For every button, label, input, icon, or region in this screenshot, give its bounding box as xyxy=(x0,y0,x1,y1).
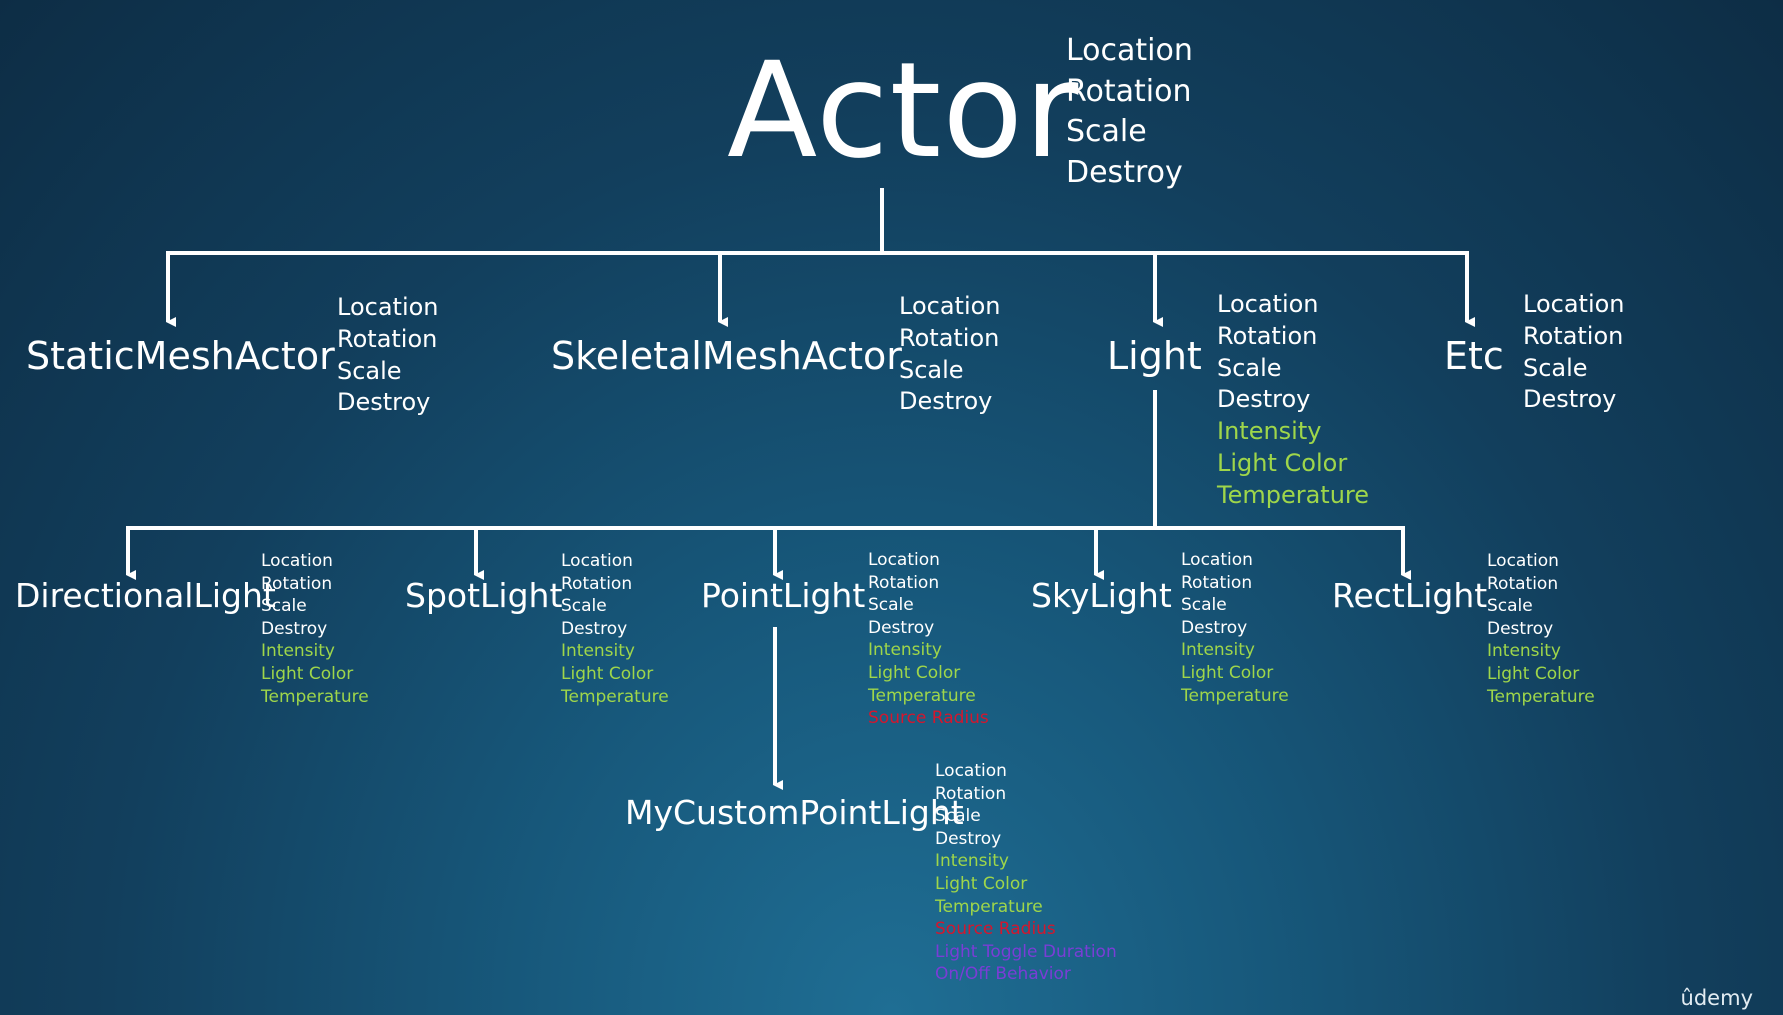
property-item: Destroy xyxy=(561,618,628,639)
etc-properties: Location Rotation Scale Destroy xyxy=(1523,289,1625,416)
property-item: Light Color xyxy=(935,873,1028,894)
property-item: Temperature xyxy=(935,896,1043,917)
property-item: Scale xyxy=(261,596,307,617)
property-item: Destroy xyxy=(1487,618,1554,639)
static-mesh-actor-label: StaticMeshActor xyxy=(26,334,335,378)
actor-property: Rotation xyxy=(1066,73,1192,109)
property-item: Intensity xyxy=(1487,641,1561,662)
property-item: Destroy xyxy=(337,388,431,417)
property-item: Light Color xyxy=(261,663,354,684)
property-item: Rotation xyxy=(935,783,1007,804)
directional-light-label: DirectionalLight xyxy=(15,576,276,615)
property-item: Source Radius xyxy=(868,708,989,729)
property-item: Rotation xyxy=(899,323,1000,352)
property-item: Scale xyxy=(935,806,981,827)
property-item: Rotation xyxy=(1523,321,1624,350)
property-item: Scale xyxy=(1181,595,1227,616)
property-item: Intensity xyxy=(868,640,942,661)
property-item: On/Off Behavior xyxy=(935,964,1071,985)
property-item: Temperature xyxy=(561,686,669,707)
property-item: Intensity xyxy=(1181,640,1255,661)
light-label: Light xyxy=(1107,334,1202,378)
property-item: Temperature xyxy=(261,686,369,707)
property-item: Rotation xyxy=(561,573,633,594)
property-item: Location xyxy=(261,551,333,571)
property-item: Scale xyxy=(868,595,914,616)
property-item: Destroy xyxy=(1217,385,1311,414)
property-item: Location xyxy=(1487,551,1559,571)
property-item: Location xyxy=(935,761,1007,781)
property-item: Scale xyxy=(1487,596,1533,617)
sky-light-label: SkyLight xyxy=(1031,576,1172,615)
actor-title: Actor xyxy=(727,34,1080,188)
property-item: Location xyxy=(1523,290,1625,318)
property-item: Temperature xyxy=(1217,480,1370,509)
property-item: Rotation xyxy=(1217,321,1318,350)
point-light-label: PointLight xyxy=(701,576,866,615)
property-item: Intensity xyxy=(1217,417,1322,446)
property-item: Temperature xyxy=(1487,686,1595,707)
property-item: Temperature xyxy=(868,685,976,706)
etc-label: Etc xyxy=(1444,334,1504,378)
property-item: Light Toggle Duration xyxy=(935,941,1117,962)
spot-light-properties: Location Rotation Scale Destroy Intensit… xyxy=(561,550,669,708)
actor-property: Location xyxy=(1066,33,1193,68)
property-item: Source Radius xyxy=(935,919,1056,940)
actor-properties: Location Rotation Scale Destroy xyxy=(1066,31,1193,193)
property-item: Scale xyxy=(899,355,964,384)
property-item: Light Color xyxy=(868,662,961,683)
property-item: Destroy xyxy=(261,618,328,639)
property-item: Light Color xyxy=(1217,448,1348,477)
property-item: Scale xyxy=(337,356,402,385)
property-item: Destroy xyxy=(1181,617,1248,638)
sky-light-properties: Location Rotation Scale Destroy Intensit… xyxy=(1181,549,1289,707)
property-item: Scale xyxy=(561,596,607,617)
property-item: Intensity xyxy=(561,641,635,662)
property-item: Scale xyxy=(1217,353,1282,382)
property-item: Rotation xyxy=(1181,572,1253,593)
property-item: Location xyxy=(1217,290,1319,318)
skeletal-mesh-actor-properties: Location Rotation Scale Destroy xyxy=(899,291,1001,418)
property-item: Location xyxy=(561,551,633,571)
property-item: Destroy xyxy=(899,387,993,416)
static-mesh-actor-properties: Location Rotation Scale Destroy xyxy=(337,292,439,419)
directional-light-properties: Location Rotation Scale Destroy Intensit… xyxy=(261,550,369,708)
property-item: Rotation xyxy=(1487,573,1559,594)
property-item: Rotation xyxy=(261,573,333,594)
actor-property: Scale xyxy=(1066,114,1147,149)
property-item: Location xyxy=(337,293,439,321)
property-item: Intensity xyxy=(935,851,1009,872)
property-item: Intensity xyxy=(261,641,335,662)
udemy-watermark: ûdemy xyxy=(1680,986,1753,1010)
property-item: Scale xyxy=(1523,353,1588,382)
light-properties: Location Rotation Scale Destroy Intensit… xyxy=(1217,289,1369,512)
property-item: Light Color xyxy=(1181,662,1274,683)
property-item: Light Color xyxy=(561,663,654,684)
property-item: Location xyxy=(868,550,940,570)
skeletal-mesh-actor-label: SkeletalMeshActor xyxy=(551,334,902,378)
property-item: Rotation xyxy=(337,324,438,353)
actor-property: Destroy xyxy=(1066,154,1183,190)
property-item: Location xyxy=(899,292,1001,320)
property-item: Destroy xyxy=(868,617,935,638)
property-item: Temperature xyxy=(1181,685,1289,706)
property-item: Rotation xyxy=(868,572,940,593)
property-item: Destroy xyxy=(935,828,1002,849)
my-custom-point-light-properties: Location Rotation Scale Destroy Intensit… xyxy=(935,760,1117,986)
property-item: Light Color xyxy=(1487,663,1580,684)
rect-light-properties: Location Rotation Scale Destroy Intensit… xyxy=(1487,550,1595,708)
point-light-properties: Location Rotation Scale Destroy Intensit… xyxy=(868,549,989,730)
my-custom-point-light-label: MyCustomPointLight xyxy=(625,793,964,832)
spot-light-label: SpotLight xyxy=(405,576,563,615)
rect-light-label: RectLight xyxy=(1332,576,1488,615)
property-item: Location xyxy=(1181,550,1253,570)
property-item: Destroy xyxy=(1523,385,1617,414)
